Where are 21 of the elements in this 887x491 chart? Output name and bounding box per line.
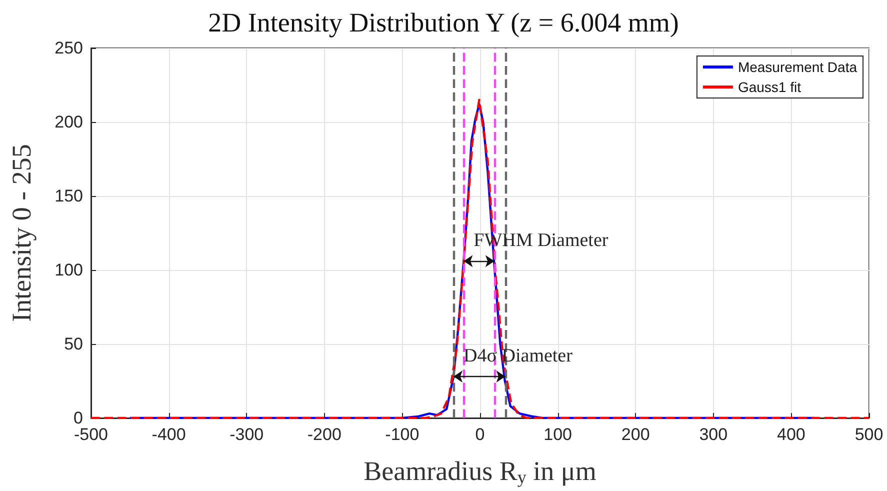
x-tick-label: -500	[74, 425, 108, 444]
x-tick-label: -100	[385, 425, 420, 444]
legend-label: Gauss1 fit	[738, 79, 802, 95]
y-tick-label: 0	[74, 408, 83, 428]
y-tick-label: 50	[64, 334, 83, 354]
x-tick-label: 400	[777, 425, 806, 444]
x-tick-label: -400	[152, 425, 186, 444]
y-tick-label: 200	[54, 112, 83, 132]
x-tick-label: 0	[475, 425, 485, 444]
x-tick-label: 500	[854, 425, 884, 444]
chart-title: 2D Intensity Distribution Y (z = 6.004 mm)	[208, 8, 679, 38]
y-axis-title: Intensity 0 - 255	[6, 144, 36, 322]
x-tick-label: -200	[307, 425, 342, 444]
y-tick-label: 150	[54, 186, 83, 206]
x-tick-label: 200	[621, 425, 650, 444]
x-tick-label: -300	[230, 425, 264, 444]
y-tick-label: 100	[54, 260, 83, 280]
legend-label: Measurement Data	[738, 59, 858, 75]
y-tick-label: 250	[54, 38, 83, 58]
x-tick-label: 100	[544, 425, 572, 444]
x-tick-label: 300	[699, 425, 728, 444]
